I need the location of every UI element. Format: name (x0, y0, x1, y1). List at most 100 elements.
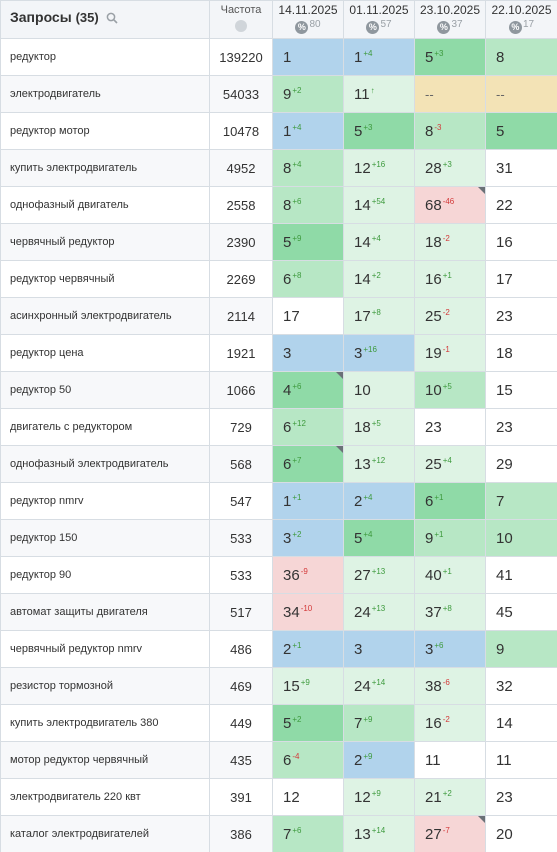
position-cell[interactable]: 15 (485, 371, 557, 409)
date-column-header[interactable]: 23.10.2025 % 37 (414, 0, 486, 39)
position-cell[interactable]: 11 (414, 741, 486, 779)
position-cell[interactable]: 6+1 (414, 482, 486, 520)
position-cell[interactable]: 8 (485, 38, 557, 76)
position-cell[interactable]: 23 (485, 408, 557, 446)
position-cell[interactable]: 3+6 (414, 630, 486, 668)
position-cell[interactable]: 17+8 (343, 297, 415, 335)
position-cell[interactable]: 1+4 (343, 38, 415, 76)
position-cell[interactable]: 17 (272, 297, 344, 335)
query-cell[interactable]: мотор редуктор червячный (0, 741, 210, 779)
position-cell[interactable]: 25-2 (414, 297, 486, 335)
query-cell[interactable]: автомат защиты двигателя (0, 593, 210, 631)
table-row[interactable]: червячный редуктор 2390 5+9 14+4 18-2 16 (0, 223, 557, 261)
position-cell[interactable]: 2+9 (343, 741, 415, 779)
query-cell[interactable]: асинхронный электродвигатель (0, 297, 210, 335)
position-cell[interactable]: 11 (485, 741, 557, 779)
table-row[interactable]: купить электродвигатель 4952 8+4 12+16 28+3 3… (0, 149, 557, 187)
position-cell[interactable]: 21+2 (414, 778, 486, 816)
position-cell[interactable]: 37+8 (414, 593, 486, 631)
position-cell[interactable]: 18 (485, 334, 557, 372)
table-row[interactable]: электродвигатель 54033 9+2 11↑ -- -- (0, 75, 557, 113)
position-cell[interactable]: 9 (485, 630, 557, 668)
query-cell[interactable]: купить электродвигатель (0, 149, 210, 187)
position-cell[interactable]: 12 (272, 778, 344, 816)
position-cell[interactable]: 1 (272, 38, 344, 76)
table-row[interactable]: редуктор 50 1066 4+6 10 10+5 15 (0, 371, 557, 409)
position-cell[interactable]: 12+16 (343, 149, 415, 187)
position-cell[interactable]: 13+12 (343, 445, 415, 483)
position-cell[interactable]: 6+8 (272, 260, 344, 298)
query-cell[interactable]: редуктор 150 (0, 519, 210, 557)
query-cell[interactable]: электродвигатель 220 квт (0, 778, 210, 816)
query-cell[interactable]: редуктор nmrv (0, 482, 210, 520)
position-cell[interactable]: 1+1 (272, 482, 344, 520)
position-cell[interactable]: 7+6 (272, 815, 344, 852)
position-cell[interactable]: 9+1 (414, 519, 486, 557)
query-cell[interactable]: червячный редуктор (0, 223, 210, 261)
date-column-header[interactable]: 01.11.2025 % 57 (343, 0, 415, 39)
table-row[interactable]: асинхронный электродвигатель 2114 17 17+8 25… (0, 297, 557, 335)
query-cell[interactable]: редуктор мотор (0, 112, 210, 150)
position-cell[interactable]: 14+54 (343, 186, 415, 224)
query-cell[interactable]: однофазный двигатель (0, 186, 210, 224)
position-cell[interactable]: 3+2 (272, 519, 344, 557)
position-cell[interactable]: 41 (485, 556, 557, 594)
query-cell[interactable]: электродвигатель (0, 75, 210, 113)
query-cell[interactable]: редуктор 90 (0, 556, 210, 594)
position-cell[interactable]: 6+7 (272, 445, 344, 483)
position-cell[interactable]: 23 (485, 297, 557, 335)
position-cell[interactable]: 27-7 (414, 815, 486, 852)
position-cell[interactable]: 29 (485, 445, 557, 483)
query-cell[interactable]: двигатель с редуктором (0, 408, 210, 446)
position-cell[interactable]: 8+4 (272, 149, 344, 187)
table-row[interactable]: редуктор 150 533 3+2 5+4 9+1 10 (0, 519, 557, 557)
position-cell[interactable]: 7 (485, 482, 557, 520)
table-row[interactable]: редуктор 90 533 36-9 27+13 40+1 41 (0, 556, 557, 594)
position-cell[interactable]: 14+2 (343, 260, 415, 298)
query-cell[interactable]: каталог электродвигателей (0, 815, 210, 852)
position-cell[interactable]: 5 (485, 112, 557, 150)
queries-column-header[interactable]: Запросы (35) (0, 0, 210, 39)
position-cell[interactable]: 22 (485, 186, 557, 224)
table-row[interactable]: мотор редуктор червячный 435 6-4 2+9 11 11 (0, 741, 557, 779)
position-cell[interactable]: 2+4 (343, 482, 415, 520)
table-row[interactable]: однофазный двигатель 2558 8+6 14+54 68-46 22 (0, 186, 557, 224)
position-cell[interactable]: 23 (414, 408, 486, 446)
position-cell[interactable]: 3 (272, 334, 344, 372)
position-cell[interactable]: -- (485, 75, 557, 113)
position-cell[interactable]: 16-2 (414, 704, 486, 742)
position-cell[interactable]: 5+2 (272, 704, 344, 742)
table-row[interactable]: электродвигатель 220 квт 391 12 12+9 21+2 23 (0, 778, 557, 816)
table-row[interactable]: редуктор мотор 10478 1+4 5+3 8-3 5 (0, 112, 557, 150)
position-cell[interactable]: 23 (485, 778, 557, 816)
position-cell[interactable]: 10 (485, 519, 557, 557)
table-row[interactable]: червячный редуктор nmrv 486 2+1 3 3+6 9 (0, 630, 557, 668)
position-cell[interactable]: 10 (343, 371, 415, 409)
query-cell[interactable]: редуктор цена (0, 334, 210, 372)
date-column-header[interactable]: 22.10.2025 % 17 (485, 0, 557, 39)
position-cell[interactable]: 8+6 (272, 186, 344, 224)
table-row[interactable]: однофазный электродвигатель 568 6+7 13+12 25… (0, 445, 557, 483)
position-cell[interactable]: 11↑ (343, 75, 415, 113)
table-row[interactable]: двигатель с редуктором 729 6+12 18+5 23 23 (0, 408, 557, 446)
query-cell[interactable]: купить электродвигатель 380 (0, 704, 210, 742)
position-cell[interactable]: 45 (485, 593, 557, 631)
frequency-column-header[interactable]: Частота (209, 0, 273, 39)
position-cell[interactable]: 7+9 (343, 704, 415, 742)
table-row[interactable]: редуктор цена 1921 3 3+16 19-1 18 (0, 334, 557, 372)
position-cell[interactable]: 8-3 (414, 112, 486, 150)
query-cell[interactable]: редуктор (0, 38, 210, 76)
position-cell[interactable]: 36-9 (272, 556, 344, 594)
query-cell[interactable]: однофазный электродвигатель (0, 445, 210, 483)
position-cell[interactable]: 6-4 (272, 741, 344, 779)
position-cell[interactable]: 12+9 (343, 778, 415, 816)
position-cell[interactable]: -- (414, 75, 486, 113)
query-cell[interactable]: редуктор 50 (0, 371, 210, 409)
position-cell[interactable]: 32 (485, 667, 557, 705)
query-cell[interactable]: резистор тормозной (0, 667, 210, 705)
position-cell[interactable]: 5+4 (343, 519, 415, 557)
table-row[interactable]: каталог электродвигателей 386 7+6 13+14 27-7… (0, 815, 557, 852)
table-row[interactable]: редуктор червячный 2269 6+8 14+2 16+1 17 (0, 260, 557, 298)
table-row[interactable]: редуктор nmrv 547 1+1 2+4 6+1 7 (0, 482, 557, 520)
position-cell[interactable]: 19-1 (414, 334, 486, 372)
